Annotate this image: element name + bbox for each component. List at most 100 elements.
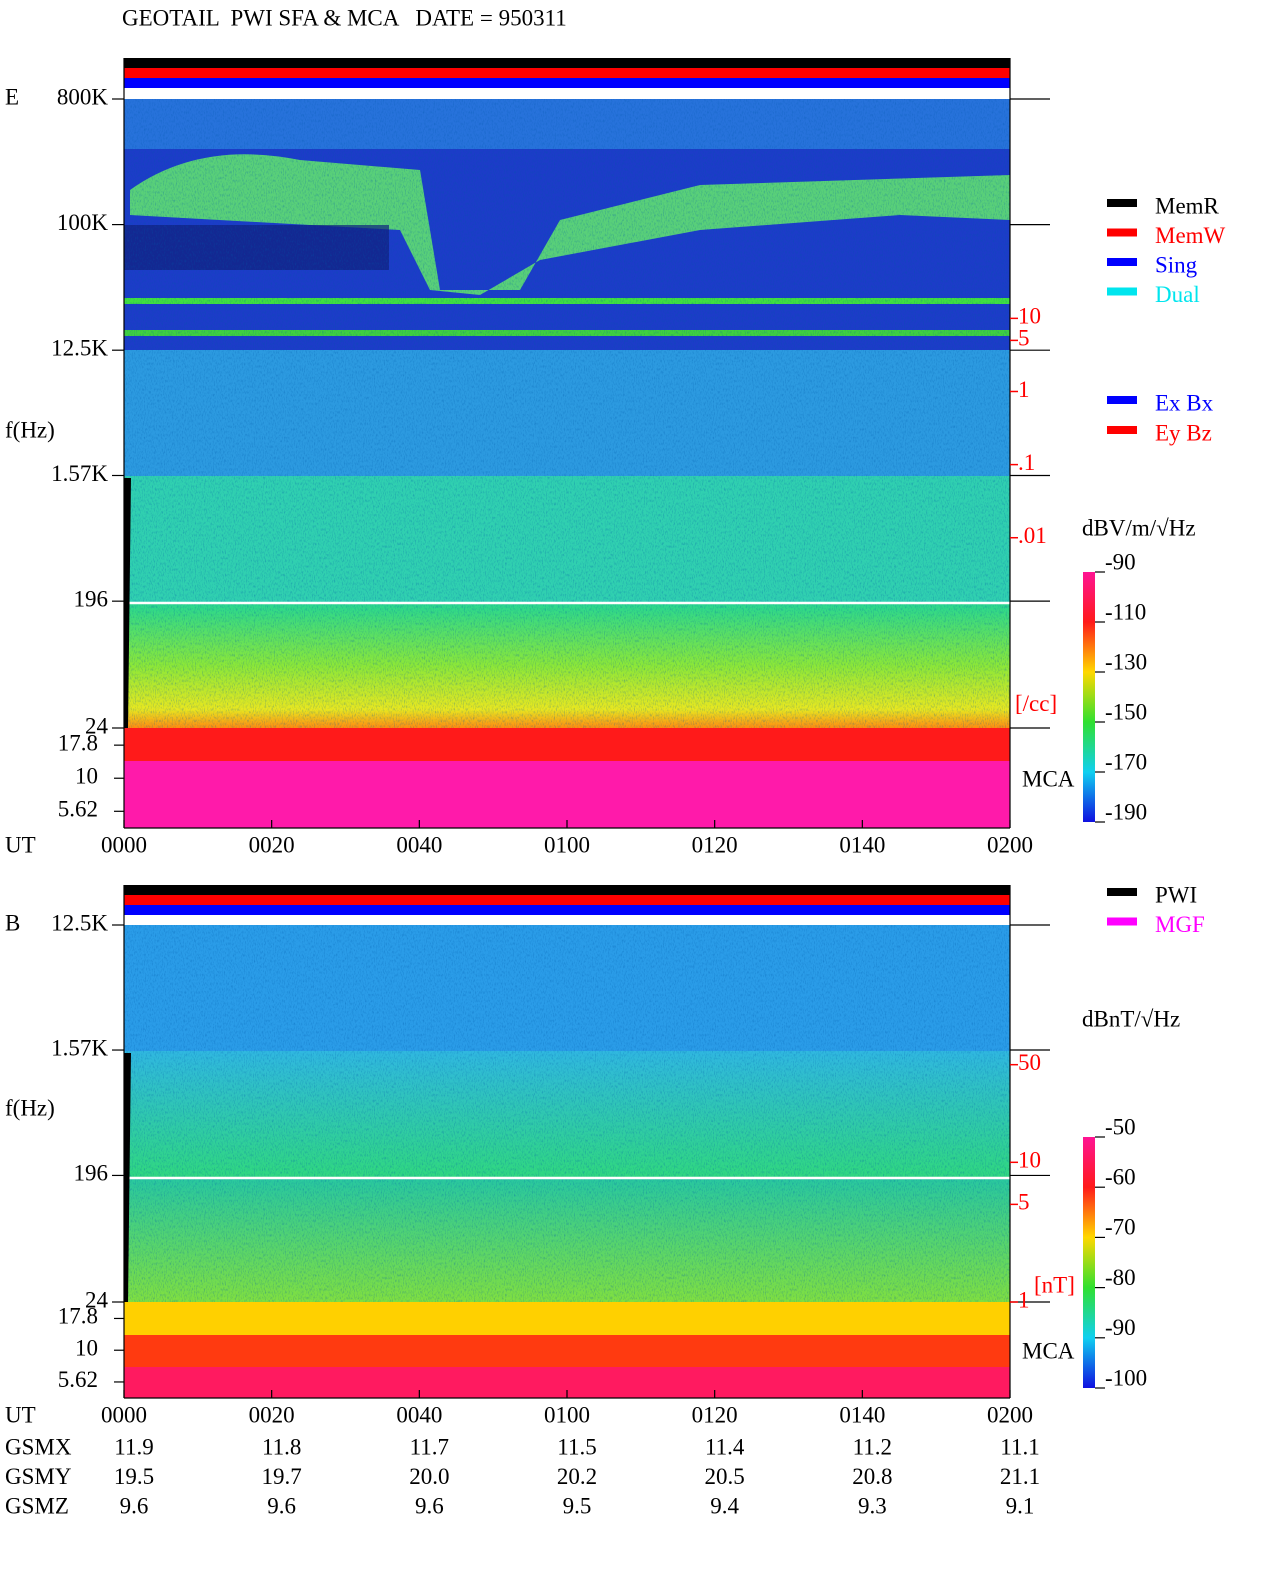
x-axis-label: UT bbox=[5, 832, 36, 857]
orbit-value: 20.2 bbox=[557, 1464, 597, 1489]
legend-label: MGF bbox=[1155, 912, 1205, 937]
orbit-value: 20.5 bbox=[705, 1464, 745, 1489]
y2-tick-label: 5 bbox=[1018, 1190, 1030, 1215]
colorbar-tick-label: -190 bbox=[1105, 799, 1147, 824]
orbit-value: 20.8 bbox=[852, 1464, 892, 1489]
x-axis-label: UT bbox=[5, 1402, 36, 1427]
legend-swatch bbox=[1107, 199, 1137, 207]
orbit-value: 19.7 bbox=[262, 1464, 302, 1489]
orbit-value: 20.0 bbox=[409, 1464, 449, 1489]
orbit-value: 11.2 bbox=[853, 1434, 892, 1459]
axes: Ef(Hz)UTMCA800K100K12.5K1.57K1962417.810… bbox=[5, 58, 1226, 1518]
legend-swatch bbox=[1107, 426, 1137, 434]
legend-swatch bbox=[1107, 888, 1137, 896]
y-tick-label: 10 bbox=[75, 1336, 98, 1361]
y2-axis-label: [/cc] bbox=[1015, 691, 1057, 716]
colorbar bbox=[1083, 1137, 1095, 1388]
mca-label: MCA bbox=[1022, 1338, 1075, 1363]
orbit-value: 9.6 bbox=[415, 1493, 444, 1518]
colorbar-tick-label: -80 bbox=[1105, 1265, 1136, 1290]
colorbar-tick-label: -90 bbox=[1105, 549, 1136, 574]
panel-label: E bbox=[5, 84, 19, 109]
y-tick-label: 17.8 bbox=[58, 1304, 98, 1329]
orbit-row-label: GSMZ bbox=[5, 1493, 69, 1518]
y2-tick-label: 10 bbox=[1018, 304, 1041, 329]
y-tick-label: 5.62 bbox=[58, 1367, 98, 1392]
orbit-value: 9.6 bbox=[120, 1493, 149, 1518]
y-tick-label: 800K bbox=[57, 84, 109, 109]
orbit-value: 9.1 bbox=[1006, 1493, 1035, 1518]
colorbar-tick-label: -100 bbox=[1105, 1365, 1147, 1390]
x-tick-label: 0040 bbox=[396, 1402, 442, 1427]
x-tick-label: 0200 bbox=[987, 832, 1033, 857]
legend-label: MemW bbox=[1155, 223, 1226, 248]
x-tick-label: 0200 bbox=[987, 1402, 1033, 1427]
x-tick-label: 0040 bbox=[396, 832, 442, 857]
colorbar-tick-label: -150 bbox=[1105, 699, 1147, 724]
y-tick-label: 17.8 bbox=[58, 730, 98, 755]
legend-label: Sing bbox=[1155, 252, 1198, 277]
orbit-row-label: GSMY bbox=[5, 1464, 72, 1489]
x-tick-label: 0120 bbox=[692, 832, 738, 857]
x-tick-label: 0100 bbox=[544, 1402, 590, 1427]
y-tick-label: 100K bbox=[57, 210, 109, 235]
legend-label: Ex Bx bbox=[1155, 390, 1214, 415]
legend-swatch bbox=[1107, 228, 1137, 237]
orbit-value: 11.7 bbox=[410, 1434, 449, 1459]
y-tick-label: 196 bbox=[74, 586, 109, 611]
colorbar-tick-label: -90 bbox=[1105, 1315, 1136, 1340]
orbit-value: 9.5 bbox=[563, 1493, 592, 1518]
orbit-value: 9.3 bbox=[858, 1493, 887, 1518]
y-tick-label: 10 bbox=[75, 764, 98, 789]
y-tick-label: 196 bbox=[74, 1161, 109, 1186]
y2-tick-label: 1 bbox=[1018, 377, 1030, 402]
orbit-row-label: GSMX bbox=[5, 1434, 72, 1459]
y-tick-label: 24 bbox=[85, 1287, 109, 1312]
colorbar-label: dBV/m/√Hz bbox=[1082, 515, 1196, 540]
page-title: GEOTAIL PWI SFA & MCA DATE = 950311 bbox=[122, 5, 567, 30]
colorbar-tick-label: -70 bbox=[1105, 1215, 1136, 1240]
y2-tick-label: 1 bbox=[1018, 1287, 1030, 1312]
y-axis-label: f(Hz) bbox=[5, 417, 55, 442]
legend-swatch bbox=[1107, 287, 1137, 296]
orbit-value: 11.5 bbox=[557, 1434, 596, 1459]
colorbar-tick-label: -170 bbox=[1105, 749, 1147, 774]
orbit-value: 21.1 bbox=[1000, 1464, 1040, 1489]
x-tick-label: 0120 bbox=[692, 1402, 738, 1427]
x-tick-label: 0000 bbox=[101, 832, 147, 857]
y-tick-label: 5.62 bbox=[58, 797, 98, 822]
colorbar bbox=[1083, 572, 1095, 822]
x-tick-label: 0100 bbox=[544, 832, 590, 857]
orbit-value: 11.1 bbox=[1000, 1434, 1039, 1459]
x-tick-label: 0140 bbox=[839, 832, 885, 857]
x-tick-label: 0020 bbox=[249, 1402, 295, 1427]
legend-label: Ey Bz bbox=[1155, 420, 1212, 445]
y2-tick-label: 10 bbox=[1018, 1148, 1041, 1173]
orbit-value: 11.8 bbox=[262, 1434, 301, 1459]
orbit-value: 11.9 bbox=[114, 1434, 153, 1459]
x-tick-label: 0020 bbox=[249, 832, 295, 857]
y-tick-label: 1.57K bbox=[51, 461, 108, 486]
legend-swatch bbox=[1107, 396, 1137, 404]
orbit-value: 11.4 bbox=[705, 1434, 745, 1459]
mca-label: MCA bbox=[1022, 766, 1075, 791]
y-tick-label: 12.5K bbox=[51, 335, 108, 360]
spectrogram-b bbox=[124, 885, 1010, 1398]
colorbar-label: dBnT/√Hz bbox=[1082, 1006, 1180, 1031]
y-axis-label: f(Hz) bbox=[5, 1095, 55, 1120]
orbit-value: 19.5 bbox=[114, 1464, 154, 1489]
legend-label: MemR bbox=[1155, 193, 1220, 218]
y2-tick-label: .1 bbox=[1018, 450, 1035, 475]
y-tick-label: 1.57K bbox=[51, 1035, 108, 1060]
legend-label: PWI bbox=[1155, 882, 1197, 907]
x-tick-label: 0140 bbox=[839, 1402, 885, 1427]
panel-label: B bbox=[5, 910, 20, 935]
colorbar-tick-label: -60 bbox=[1105, 1164, 1136, 1189]
colorbar-tick-label: -130 bbox=[1105, 649, 1147, 674]
y2-tick-label: .01 bbox=[1018, 523, 1047, 548]
orbit-value: 9.4 bbox=[710, 1493, 739, 1518]
x-tick-label: 0000 bbox=[101, 1402, 147, 1427]
colorbar-tick-label: -110 bbox=[1105, 599, 1146, 624]
y-tick-label: 12.5K bbox=[51, 910, 108, 935]
